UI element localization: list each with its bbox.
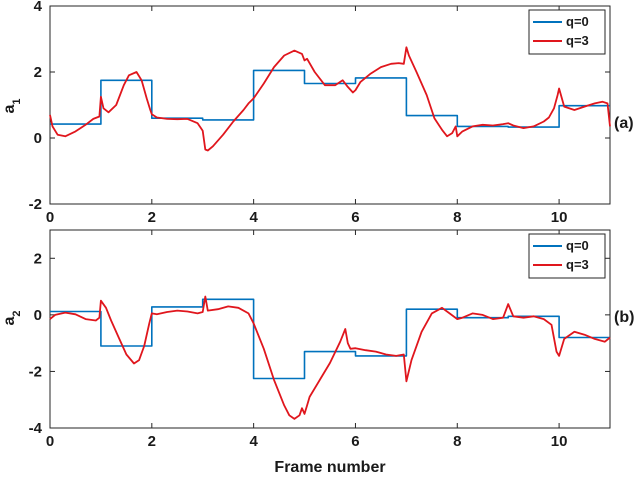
x-tick-label-a: 8 — [453, 209, 461, 226]
ticks-a — [49, 5, 610, 205]
y-tick-label-a: 2 — [34, 64, 42, 81]
plot-area-b — [49, 229, 611, 429]
x-tick-label-a: 6 — [351, 209, 359, 226]
series-q0-line-a — [50, 69, 610, 128]
legend-b: q=0 q=3 — [528, 233, 606, 279]
y-axis-label-a: a1 — [1, 98, 23, 113]
legend-box-b — [528, 233, 606, 279]
ticks-b — [49, 230, 610, 429]
legend-label-q3-b: q=3 — [566, 257, 589, 272]
y-tick-label-b: -2 — [29, 363, 42, 380]
series-q3-line-b — [49, 295, 611, 420]
x-tick-label-b: 6 — [351, 433, 359, 450]
y-axis-label-sub-b: 2 — [11, 310, 23, 316]
legend-box-a — [528, 9, 606, 55]
x-tick-label-a: 4 — [249, 209, 258, 226]
x-axis-label: Frame number — [274, 459, 385, 476]
x-tick-label-b: 0 — [46, 433, 54, 450]
series-layer-b — [49, 295, 611, 420]
x-tick-label-a: 0 — [46, 209, 54, 226]
legend-a: q=0 q=3 — [528, 9, 606, 55]
x-tick-label-b: 8 — [453, 433, 461, 450]
legend-label-q3-a: q=3 — [566, 33, 589, 48]
legend-label-q0-b: q=0 — [566, 238, 589, 253]
panel-tag-a: (a) — [614, 115, 634, 132]
y-tick-label-a: 4 — [34, 0, 43, 15]
tick-labels-b: 0 2 4 6 8 10 -4 -2 0 2 — [29, 250, 568, 450]
x-tick-label-a: 2 — [148, 209, 156, 226]
x-tick-label-b: 2 — [148, 433, 156, 450]
y-tick-label-b: -4 — [29, 420, 43, 437]
series-q0-line-b — [50, 298, 610, 380]
x-tick-label-b: 10 — [551, 433, 568, 450]
y-axis-label-sub-a: 1 — [11, 98, 23, 104]
series-layer-a — [49, 46, 611, 152]
y-axis-label-b: a2 — [1, 310, 23, 325]
plot-area-a — [49, 5, 611, 205]
panel-b: 0 2 4 6 8 10 -4 -2 0 2 a2 (b) q=0 q=3 Frame numbe… — [1, 229, 634, 476]
y-tick-label-b: 0 — [34, 307, 42, 324]
y-tick-label-a: 0 — [34, 130, 42, 147]
legend-label-q0-a: q=0 — [566, 14, 589, 29]
y-tick-label-a: -2 — [29, 196, 42, 213]
x-tick-label-b: 4 — [249, 433, 258, 450]
x-tick-label-a: 10 — [551, 209, 568, 226]
series-q3-line-a — [49, 46, 611, 152]
y-tick-label-b: 2 — [34, 250, 42, 267]
panel-tag-b: (b) — [614, 309, 634, 326]
